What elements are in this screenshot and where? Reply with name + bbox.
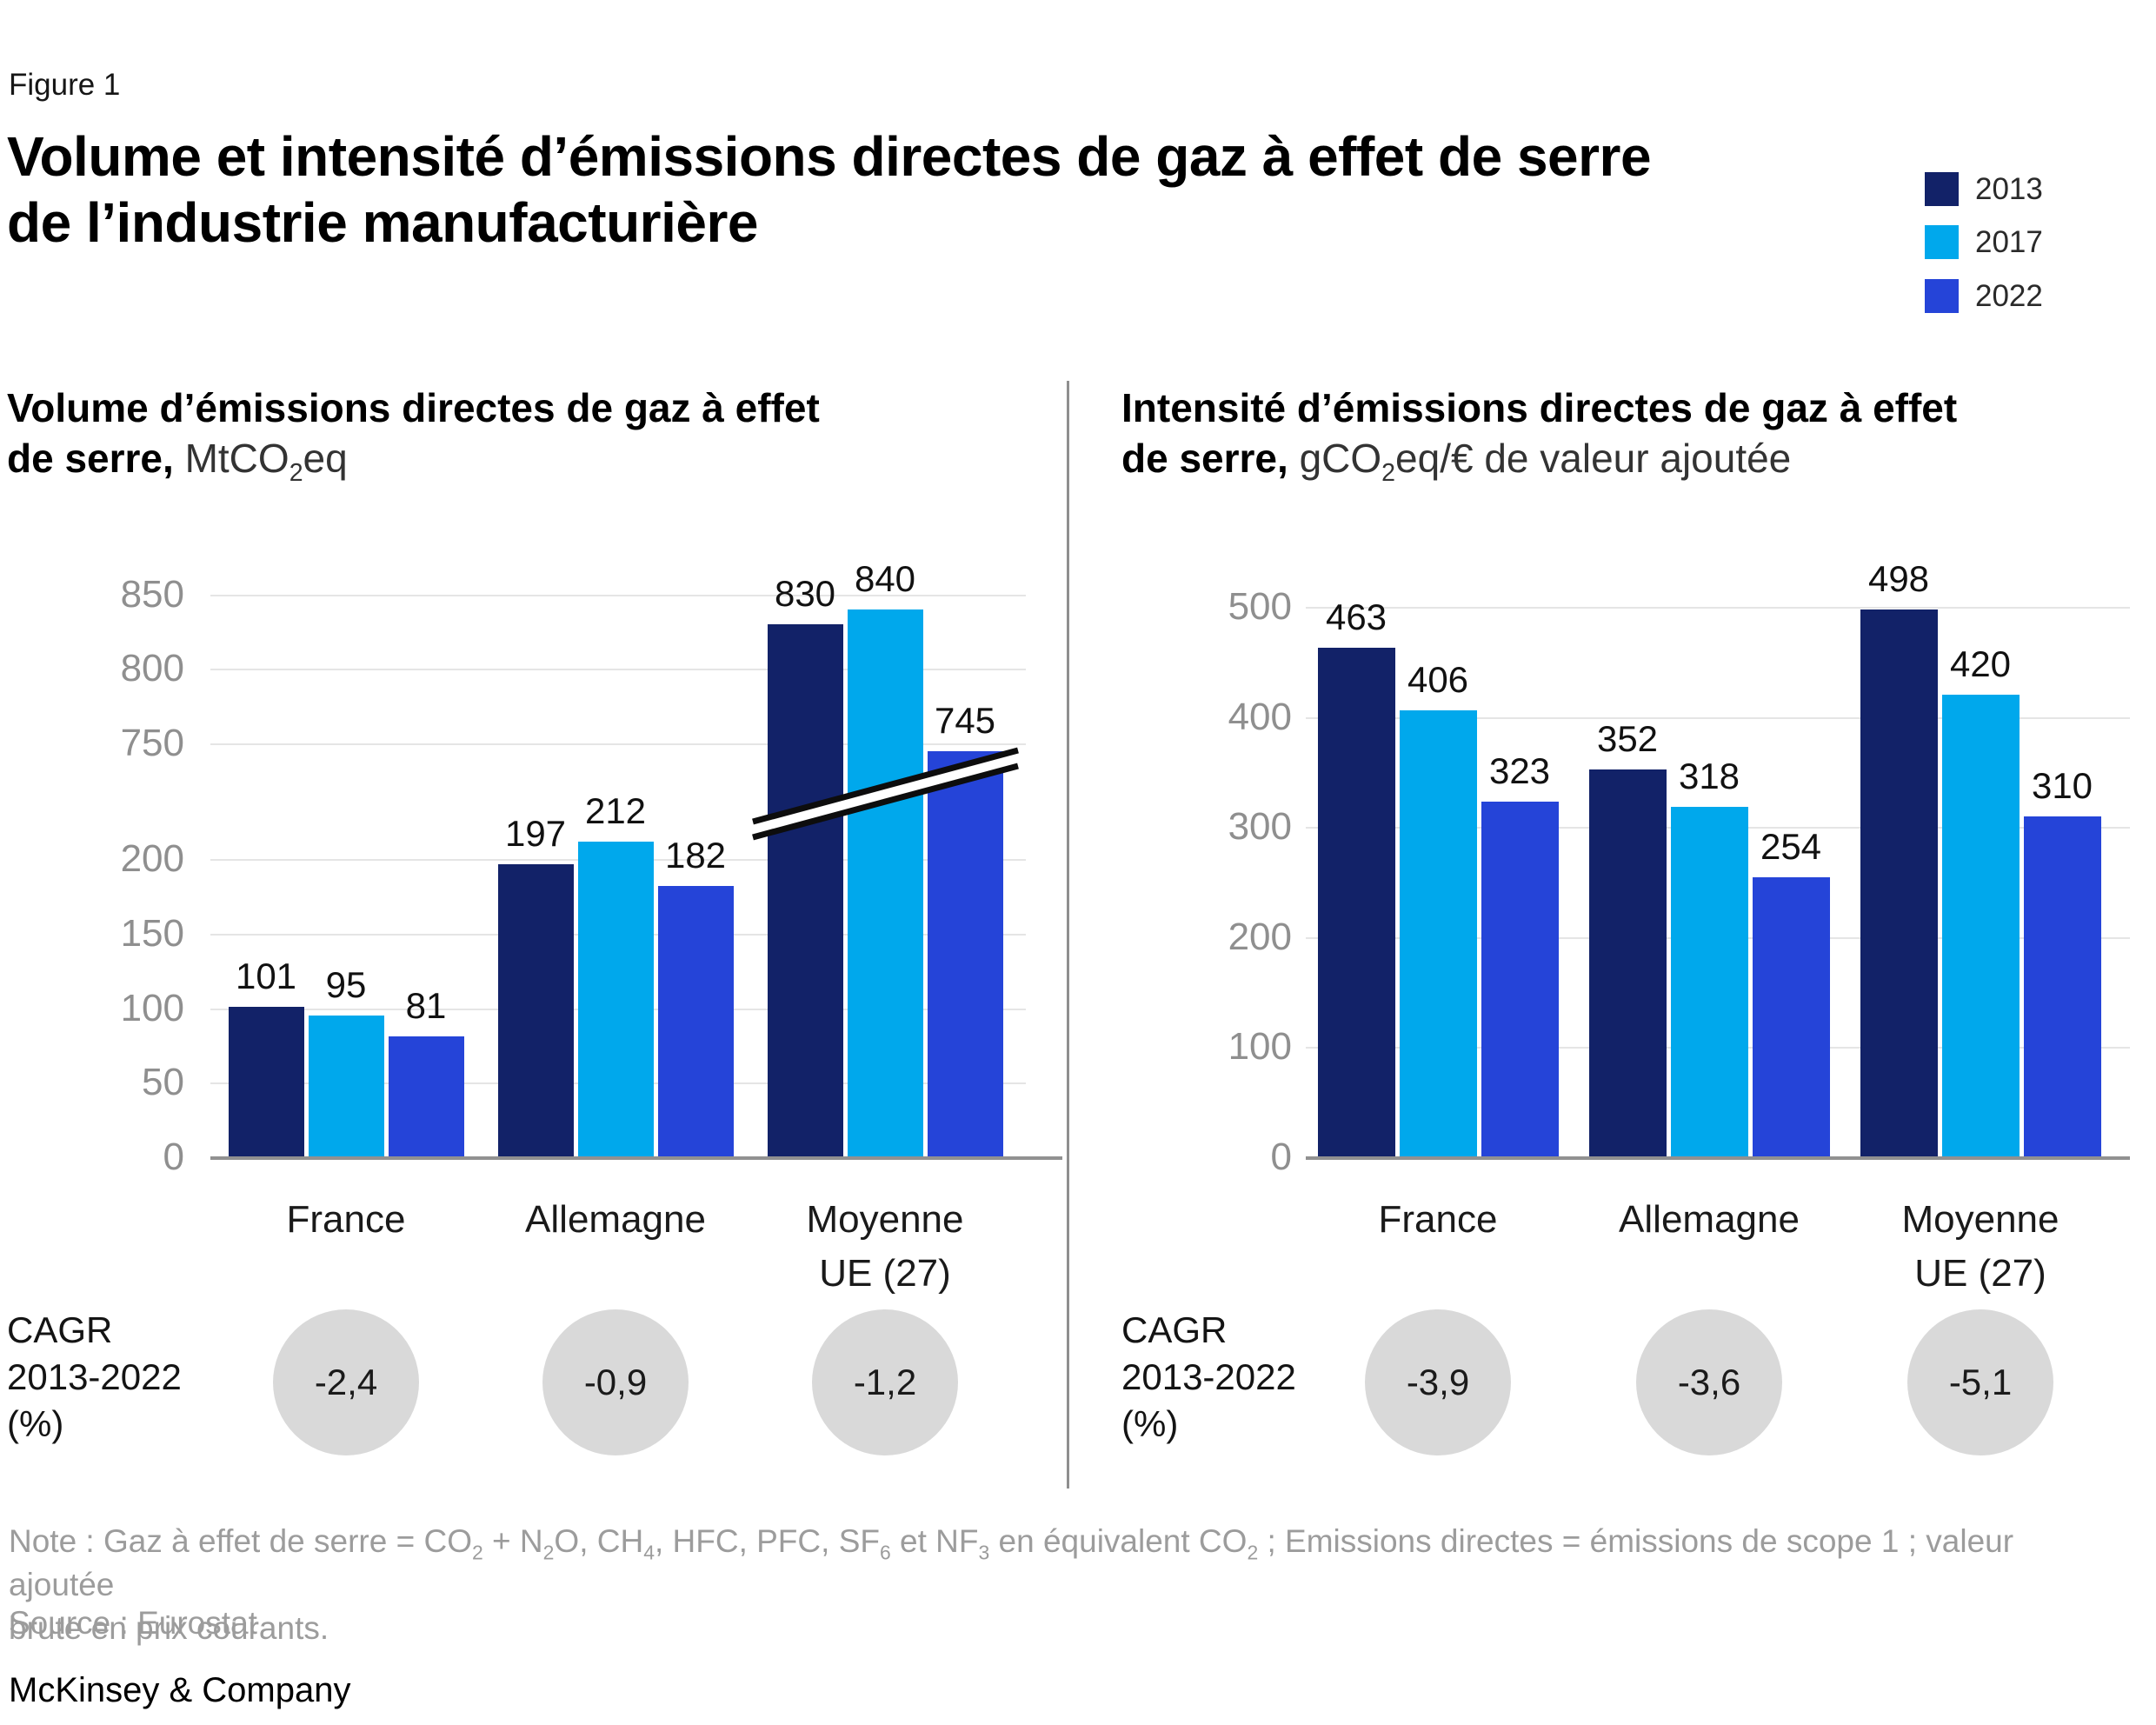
axis-tick-label: 200 bbox=[1228, 916, 1292, 958]
gridline bbox=[210, 669, 1026, 670]
bar-2022-france bbox=[389, 1036, 464, 1157]
cagr-row-label: CAGR 2013-2022 (%) bbox=[7, 1309, 182, 1444]
bar-value-label: 197 bbox=[504, 813, 567, 854]
gridline bbox=[1306, 717, 2130, 719]
bar-2013-moyenne bbox=[768, 624, 843, 1157]
category-label: UE (27) bbox=[819, 1252, 951, 1295]
bar-2022-moyenne bbox=[2024, 816, 2101, 1157]
axis-tick-label: 150 bbox=[120, 912, 184, 955]
bar-2013-france bbox=[1318, 648, 1395, 1157]
source-line: Source : Eurostat bbox=[9, 1605, 257, 1641]
legend-swatch-2022 bbox=[1925, 279, 1959, 313]
footnote-line1: Note : Gaz à effet de serre = CO2 + N2O,… bbox=[9, 1523, 2014, 1602]
legend-swatch-2013 bbox=[1925, 172, 1959, 206]
bar-2017-allemagne bbox=[578, 842, 654, 1157]
footnote-line2: brute en prix courants. bbox=[9, 1610, 329, 1646]
legend-label-2013: 2013 bbox=[1975, 172, 2043, 206]
legend-swatch-2017 bbox=[1925, 225, 1959, 259]
axis-tick-label: 850 bbox=[120, 573, 184, 616]
category-label: Moyenne bbox=[1901, 1198, 2060, 1241]
left-chart-title: Volume d’émissions directes de gaz à eff… bbox=[7, 385, 820, 488]
axis-tick-label: 100 bbox=[1228, 1025, 1292, 1068]
cagr-circle: -0,9 bbox=[542, 1309, 689, 1455]
bar-value-label: 830 bbox=[774, 573, 836, 614]
cagr-circle: -3,9 bbox=[1365, 1309, 1511, 1455]
bar-2022-moyenne bbox=[928, 751, 1003, 1157]
gridline bbox=[1306, 607, 2130, 609]
bar-value-label: 95 bbox=[325, 964, 367, 1005]
right-chart-unit: gCO2eq/€ de valeur ajoutée bbox=[1288, 436, 1792, 488]
x-axis-baseline-overlay bbox=[1306, 1156, 2130, 1160]
axis-tick-label: 300 bbox=[1228, 805, 1292, 848]
left-chart-unit: MtCO2eq bbox=[173, 436, 348, 488]
category-label: Moyenne bbox=[806, 1198, 964, 1241]
cagr-row-label: CAGR 2013-2022 (%) bbox=[1121, 1309, 1296, 1444]
cagr-circle: -1,2 bbox=[812, 1309, 958, 1455]
bar-value-label: 81 bbox=[405, 985, 447, 1026]
bar-2017-france bbox=[1400, 710, 1477, 1157]
bar-2013-allemagne bbox=[498, 864, 574, 1157]
axis-tick-label: 500 bbox=[1228, 585, 1292, 628]
axis-tick-label: 400 bbox=[1228, 696, 1292, 738]
bar-value-label: 498 bbox=[1867, 558, 1930, 599]
gridline bbox=[210, 743, 1026, 745]
brand-wordmark: McKinsey & Company bbox=[9, 1671, 351, 1709]
bar-value-label: 254 bbox=[1760, 826, 1822, 867]
panel-divider bbox=[1067, 381, 1069, 1489]
bar-value-label: 463 bbox=[1325, 596, 1387, 637]
bar-value-label: 182 bbox=[664, 835, 727, 876]
cagr-circle: -3,6 bbox=[1636, 1309, 1782, 1455]
page-title-line1: Volume et intensité d’émissions directes… bbox=[7, 125, 1652, 188]
category-label: Allemagne bbox=[1619, 1198, 1800, 1241]
bar-value-label: 212 bbox=[584, 790, 647, 831]
category-label: UE (27) bbox=[1914, 1252, 2046, 1295]
axis-tick-label: 750 bbox=[120, 722, 184, 764]
bar-value-label: 352 bbox=[1596, 718, 1659, 759]
bar-2017-moyenne bbox=[1942, 695, 2020, 1157]
bar-value-label: 840 bbox=[854, 558, 916, 599]
axis-tick-label: 100 bbox=[120, 987, 184, 1029]
axis-tick-label: 200 bbox=[120, 837, 184, 880]
bar-2013-moyenne bbox=[1860, 609, 1938, 1157]
bar-value-label: 406 bbox=[1407, 659, 1469, 700]
bar-2017-moyenne bbox=[848, 609, 923, 1157]
bar-value-label: 101 bbox=[235, 956, 297, 996]
category-label: France bbox=[286, 1198, 406, 1241]
cagr-circle: -5,1 bbox=[1907, 1309, 2053, 1455]
bar-2022-allemagne bbox=[658, 886, 734, 1157]
bar-value-label: 745 bbox=[934, 700, 996, 741]
category-label: France bbox=[1378, 1198, 1498, 1241]
bar-2022-france bbox=[1481, 802, 1559, 1157]
bar-2013-allemagne bbox=[1589, 769, 1667, 1157]
bar-2017-france bbox=[309, 1016, 384, 1157]
bar-value-label: 323 bbox=[1488, 750, 1551, 791]
x-axis-baseline-overlay bbox=[210, 1156, 1062, 1160]
legend-label-2017: 2017 bbox=[1975, 225, 2043, 259]
bar-value-label: 310 bbox=[2031, 765, 2093, 806]
bar-2013-france bbox=[229, 1007, 304, 1157]
footnote: Note : Gaz à effet de serre = CO2 + N2O,… bbox=[9, 1520, 2095, 1650]
axis-tick-label: 0 bbox=[163, 1136, 184, 1178]
right-chart-title: Intensité d’émissions directes de gaz à … bbox=[1121, 385, 1958, 488]
axis-tick-label: 0 bbox=[1270, 1136, 1292, 1178]
bar-2017-allemagne bbox=[1671, 807, 1748, 1157]
figure-label: Figure 1 bbox=[9, 68, 121, 102]
category-label: Allemagne bbox=[525, 1198, 706, 1241]
axis-tick-label: 50 bbox=[142, 1061, 184, 1103]
gridline bbox=[210, 595, 1026, 596]
legend-label-2022: 2022 bbox=[1975, 279, 2043, 313]
bar-2022-allemagne bbox=[1753, 877, 1830, 1157]
bar-value-label: 318 bbox=[1678, 756, 1740, 796]
bar-value-label: 420 bbox=[1949, 643, 2012, 684]
axis-tick-label: 800 bbox=[120, 647, 184, 689]
page-title: Volume et intensité d’émissions directes… bbox=[7, 123, 1652, 256]
cagr-circle: -2,4 bbox=[273, 1309, 419, 1455]
page-title-line2: de l’industrie manufacturière bbox=[7, 191, 758, 254]
